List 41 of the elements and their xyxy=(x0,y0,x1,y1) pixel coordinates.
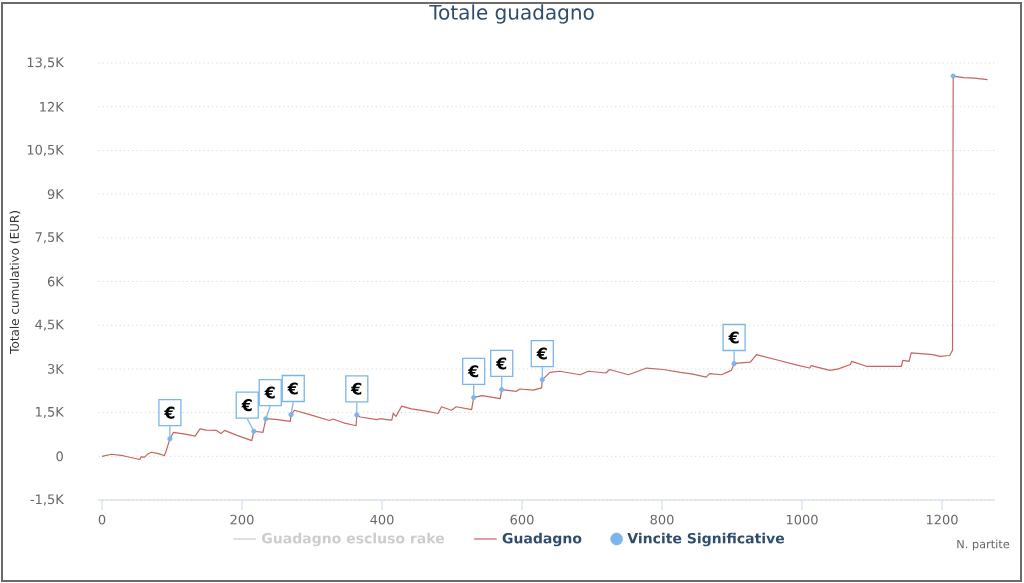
x-tick-label: 1000 xyxy=(786,514,818,525)
y-tick-label: 12K xyxy=(40,101,65,112)
annotation: € xyxy=(264,386,275,399)
point xyxy=(950,73,956,79)
legend-label: Guadagno xyxy=(502,532,582,547)
point xyxy=(539,377,545,383)
annotation: € xyxy=(241,399,252,412)
y-tick-label: 13,5K xyxy=(27,57,65,69)
y-tick-label: 7,5K xyxy=(35,232,65,244)
x-tick-label: 600 xyxy=(510,514,534,525)
point xyxy=(471,394,477,401)
annotation: € xyxy=(164,406,175,419)
y-axis-title: Totale cumulativo (EUR) xyxy=(9,211,21,354)
annotation: € xyxy=(467,365,479,378)
y-tick-label: -1,5K xyxy=(30,494,65,506)
y-tick-label: 10,5K xyxy=(27,144,65,156)
x-tick-label: 400 xyxy=(370,514,394,525)
y-tick-label: 6K xyxy=(47,276,65,287)
point xyxy=(354,412,360,418)
point xyxy=(251,428,257,434)
point xyxy=(731,361,737,367)
annotation: € xyxy=(287,382,298,395)
x-axis-title: N. partite xyxy=(957,539,1010,551)
point xyxy=(263,416,269,422)
y-tick-label: 0 xyxy=(56,451,63,462)
y-tick-label: 1,5K xyxy=(36,407,65,419)
point xyxy=(288,412,294,418)
y-tick-label: 3K xyxy=(47,363,65,374)
x-tick-label: 1200 xyxy=(926,514,958,525)
y-tick-label: 9K xyxy=(47,189,65,200)
annotation: € xyxy=(495,357,507,370)
annotation: € xyxy=(350,382,362,395)
x-tick-label: 200 xyxy=(230,514,254,525)
y-tick-label: 4,5K xyxy=(35,319,65,331)
x-tick-label: 0 xyxy=(98,514,106,525)
point xyxy=(499,387,505,393)
x-tick-label: 800 xyxy=(650,514,674,525)
annotation: € xyxy=(536,347,547,360)
chart-title: Totale guadagno xyxy=(429,4,594,24)
point xyxy=(167,436,173,442)
annotation: € xyxy=(728,331,739,344)
